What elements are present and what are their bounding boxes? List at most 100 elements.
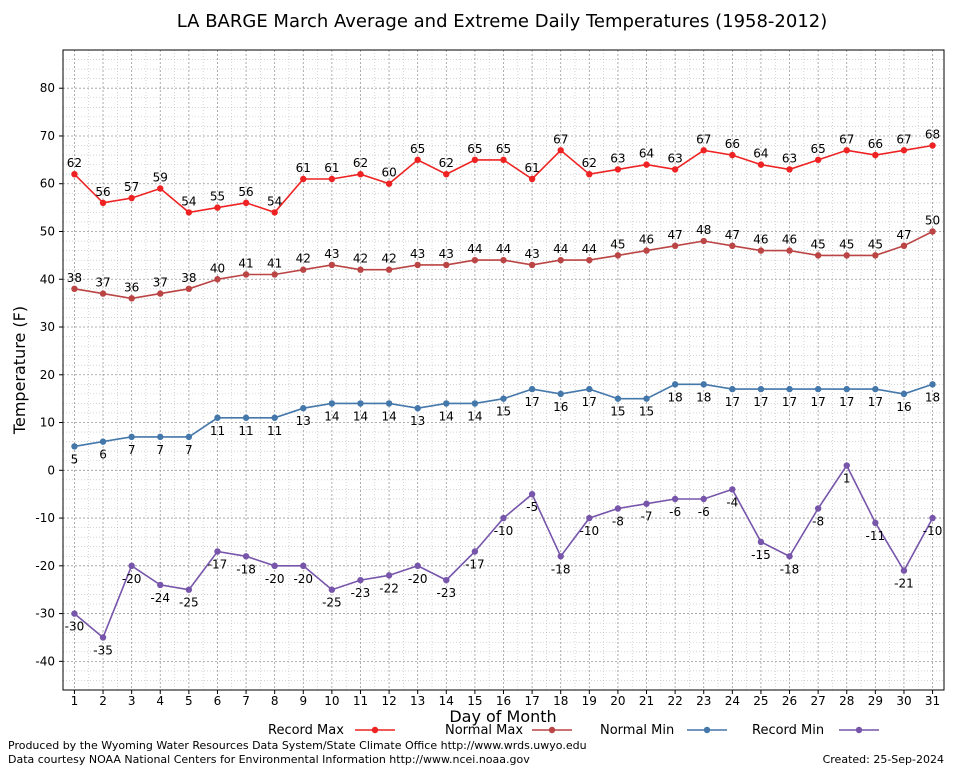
record-max-data-label: 63 bbox=[782, 151, 797, 165]
record-min-point bbox=[586, 514, 593, 522]
x-tick-label: 19 bbox=[582, 694, 597, 708]
normal-min-data-label: 17 bbox=[524, 395, 539, 409]
record-min-point bbox=[757, 538, 765, 546]
normal-max-point bbox=[414, 261, 421, 269]
y-tick-label: 80 bbox=[40, 81, 55, 95]
record-max-point bbox=[929, 142, 936, 149]
normal-max-data-label: 38 bbox=[181, 271, 196, 285]
normal-min-data-label: 15 bbox=[496, 405, 511, 419]
normal-min-data-label: 17 bbox=[582, 395, 597, 409]
record-min-point bbox=[528, 490, 536, 498]
normal-max-point bbox=[700, 237, 707, 245]
record-max-data-label: 61 bbox=[324, 161, 339, 175]
record-max-data-label: 66 bbox=[725, 137, 740, 151]
record-min-point bbox=[328, 586, 336, 593]
normal-min-point bbox=[900, 390, 908, 398]
normal-max-point bbox=[557, 256, 564, 264]
normal-min-data-label: 14 bbox=[467, 409, 482, 423]
normal-min-point bbox=[643, 395, 650, 402]
record-max-point bbox=[128, 194, 135, 202]
record-min-point bbox=[872, 519, 879, 527]
legend-swatch-marker bbox=[371, 726, 379, 734]
x-tick-label: 10 bbox=[324, 694, 339, 708]
normal-max-point bbox=[643, 247, 650, 254]
x-tick-label: 7 bbox=[242, 694, 250, 708]
normal-min-point bbox=[300, 405, 307, 412]
normal-max-point bbox=[614, 252, 622, 259]
record-min-point bbox=[71, 610, 78, 617]
normal-max-data-label: 42 bbox=[381, 252, 396, 266]
record-min-data-label: -8 bbox=[612, 515, 624, 529]
x-tick-label: 1 bbox=[71, 694, 79, 708]
normal-min-point bbox=[757, 385, 765, 393]
normal-max-data-label: 37 bbox=[153, 276, 168, 290]
x-tick-label: 29 bbox=[868, 694, 883, 708]
footer-produced-by: Produced by the Wyoming Water Resources … bbox=[8, 739, 587, 752]
record-max-data-label: 65 bbox=[467, 142, 482, 156]
y-axis-label: Temperature (F) bbox=[10, 306, 29, 435]
normal-min-data-label: 7 bbox=[128, 443, 136, 457]
normal-min-point bbox=[99, 438, 107, 445]
record-max-point bbox=[471, 156, 479, 164]
record-min-data-label: -10 bbox=[923, 524, 943, 538]
record-min-data-label: -20 bbox=[265, 572, 285, 586]
normal-min-data-label: 14 bbox=[381, 409, 396, 423]
footer-created-date: Created: 25-Sep-2024 bbox=[823, 753, 944, 766]
normal-max-point bbox=[214, 276, 221, 283]
record-min-point bbox=[500, 514, 507, 522]
x-axis-label: Day of Month bbox=[449, 707, 556, 726]
record-min-data-label: -30 bbox=[65, 620, 85, 634]
normal-max-data-label: 44 bbox=[553, 242, 568, 256]
y-tick-label: -30 bbox=[35, 607, 55, 621]
record-max-series: 62 56 57 59 54 55 56 54 61 61 62 60 65 62 65 65 61 67 62 63… bbox=[67, 128, 940, 216]
normal-max-point bbox=[385, 266, 393, 273]
normal-min-data-label: 17 bbox=[868, 395, 883, 409]
x-tick-label: 3 bbox=[128, 694, 136, 708]
normal-max-point bbox=[900, 242, 908, 250]
normal-max-data-label: 50 bbox=[925, 213, 940, 227]
record-max-data-label: 54 bbox=[181, 194, 196, 208]
normal-max-data-label: 41 bbox=[238, 256, 253, 270]
record-max-point bbox=[500, 156, 507, 164]
record-min-point bbox=[643, 500, 650, 507]
record-min-data-label: -17 bbox=[208, 557, 228, 571]
normal-min-point bbox=[242, 414, 250, 421]
x-tick-label: 18 bbox=[553, 694, 568, 708]
x-tick-label: 21 bbox=[639, 694, 654, 708]
normal-max-data-label: 48 bbox=[696, 223, 711, 237]
normal-max-data-label: 47 bbox=[896, 228, 911, 242]
normal-min-data-label: 16 bbox=[896, 400, 911, 414]
record-max-point bbox=[328, 175, 336, 183]
normal-min-data-label: 13 bbox=[296, 414, 311, 428]
record-max-point bbox=[557, 147, 564, 154]
record-min-point bbox=[414, 562, 421, 570]
normal-min-point bbox=[814, 385, 822, 393]
normal-min-point bbox=[586, 385, 593, 393]
legend-swatch-marker bbox=[548, 726, 556, 734]
normal-min-point bbox=[185, 433, 193, 441]
normal-max-point bbox=[271, 271, 278, 278]
normal-min-data-label: 18 bbox=[925, 390, 940, 404]
normal-min-data-label: 11 bbox=[238, 424, 253, 438]
record-min-point bbox=[729, 486, 736, 493]
y-axis-ticks: -40 -30 -20 -10 0 10 20 30 40 50 60 70 80 bbox=[35, 81, 63, 668]
normal-max-data-label: 43 bbox=[439, 247, 454, 261]
normal-max-point bbox=[242, 271, 250, 278]
record-min-data-label: -18 bbox=[236, 562, 256, 576]
record-min-point bbox=[357, 576, 364, 584]
normal-max-data-label: 44 bbox=[496, 242, 511, 256]
normal-min-data-label: 14 bbox=[324, 409, 339, 423]
record-max-point bbox=[643, 161, 650, 168]
record-max-data-label: 63 bbox=[667, 151, 682, 165]
record-min-data-label: -11 bbox=[866, 529, 886, 543]
record-max-data-label: 57 bbox=[124, 180, 139, 194]
record-min-data-label: -17 bbox=[465, 557, 485, 571]
normal-min-data-label: 17 bbox=[782, 395, 797, 409]
x-tick-label: 4 bbox=[156, 694, 164, 708]
legend-item-record-max: Record Max bbox=[268, 723, 395, 738]
record-max-point bbox=[385, 180, 393, 187]
normal-max-point bbox=[500, 256, 507, 264]
record-max-data-label: 65 bbox=[811, 142, 826, 156]
